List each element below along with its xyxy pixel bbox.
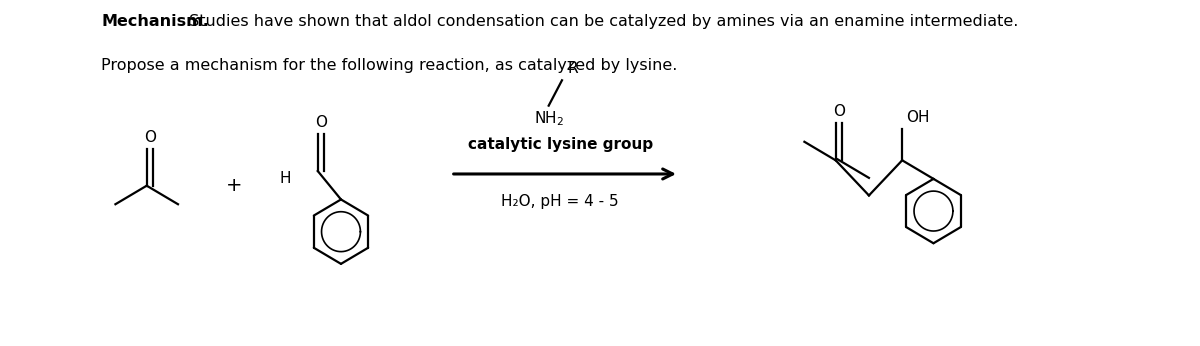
Text: R: R	[568, 61, 578, 76]
Text: OH: OH	[906, 110, 930, 125]
Text: Mechanism.: Mechanism.	[101, 14, 209, 29]
Text: O: O	[144, 130, 156, 145]
Text: Propose a mechanism for the following reaction, as catalyzed by lysine.: Propose a mechanism for the following re…	[101, 58, 678, 73]
Text: H₂O, pH = 4 - 5: H₂O, pH = 4 - 5	[502, 194, 619, 209]
Text: O: O	[314, 115, 326, 130]
Text: Studies have shown that aldol condensation can be catalyzed by amines via an ena: Studies have shown that aldol condensati…	[185, 14, 1019, 29]
Text: catalytic lysine group: catalytic lysine group	[468, 137, 653, 152]
Text: O: O	[833, 104, 845, 119]
Text: H: H	[280, 171, 292, 186]
Text: NH$_2$: NH$_2$	[534, 110, 564, 128]
Text: +: +	[226, 176, 242, 195]
